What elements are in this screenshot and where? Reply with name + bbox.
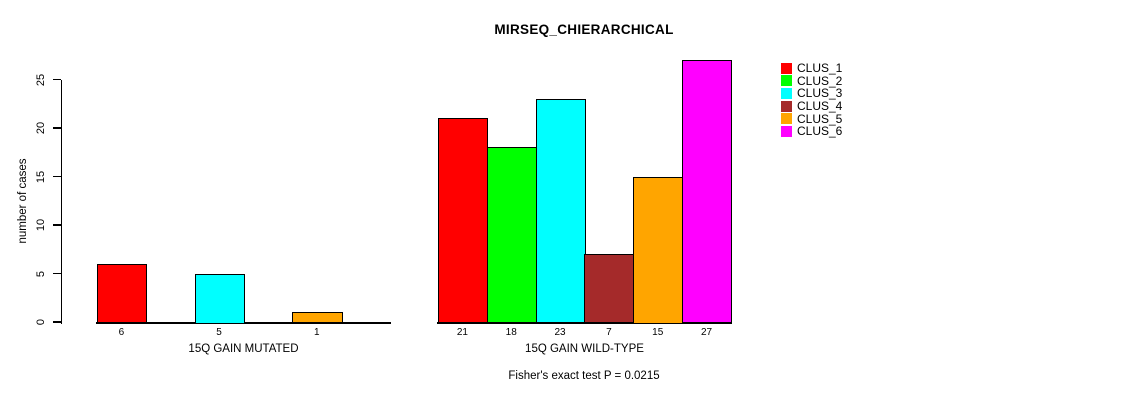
legend-item-label: CLUS_3 [797, 86, 843, 101]
legend-item-label: CLUS_6 [797, 124, 843, 139]
bar-clus_1 [97, 263, 148, 324]
bar-value-label: 21 [456, 327, 468, 338]
legend-item: CLUS_1 [781, 61, 843, 76]
bar-value-label: 23 [554, 327, 566, 338]
legend-item-label: CLUS_4 [797, 99, 843, 114]
annotation-text: Fisher's exact test P = 0.0215 [508, 370, 660, 382]
legend: CLUS_1 CLUS_2 CLUS_3 CLUS_4 CLUS_5 CLUS_6 [781, 61, 843, 139]
legend-swatch [781, 100, 792, 112]
y-axis-tick [52, 272, 61, 275]
y-axis-tick [52, 78, 61, 81]
y-axis-tick-label: 20 [35, 121, 47, 135]
y-axis-tick-label: 10 [35, 218, 47, 232]
legend-item: CLUS_6 [781, 124, 843, 139]
legend-swatch [781, 87, 792, 99]
group-label: 15Q GAIN WILD-TYPE [525, 343, 644, 355]
y-axis-tick-label: 0 [35, 318, 47, 326]
chart-title: MIRSEQ_CHIERARCHICAL [494, 22, 674, 37]
bar-clus_3 [535, 98, 586, 324]
y-axis-tick-label: 15 [35, 170, 47, 183]
bar-value-label: 18 [505, 327, 517, 338]
bar-value-label: 1 [313, 327, 320, 338]
legend-item: CLUS_2 [781, 73, 843, 88]
legend-swatch [781, 75, 792, 87]
bar-value-label: 5 [216, 327, 222, 338]
y-axis-tick [52, 321, 61, 323]
y-axis-tick [52, 175, 61, 178]
legend-item-label: CLUS_5 [797, 111, 843, 126]
legend-item-label: CLUS_1 [797, 61, 843, 76]
bar-clus_3 [194, 273, 245, 324]
y-axis-line [60, 79, 62, 324]
legend-item-label: CLUS_2 [797, 73, 843, 88]
legend-swatch [781, 125, 792, 137]
bar-clus_5 [292, 312, 343, 324]
legend-item: CLUS_5 [781, 111, 843, 126]
bar-clus_5 [633, 176, 684, 324]
bar-value-label: 7 [606, 327, 612, 338]
legend-swatch [781, 113, 792, 125]
legend-item: CLUS_3 [781, 86, 843, 101]
bar-value-label: 6 [118, 327, 125, 338]
y-axis-tick [52, 127, 61, 129]
bar-clus_4 [584, 254, 635, 324]
y-axis-label: number of cases [17, 158, 29, 244]
group-label: 15Q GAIN MUTATED [188, 343, 299, 355]
bar-clus_6 [682, 60, 733, 324]
bar-clus_2 [486, 147, 538, 324]
bar-clus_1 [438, 118, 489, 324]
y-axis-tick-label: 5 [35, 270, 47, 277]
legend-item: CLUS_4 [781, 99, 843, 114]
legend-swatch [781, 62, 792, 74]
y-axis-tick [52, 224, 61, 226]
y-axis-tick-label: 25 [35, 73, 47, 86]
bar-value-label: 15 [652, 327, 664, 338]
bar-value-label: 27 [701, 327, 713, 338]
